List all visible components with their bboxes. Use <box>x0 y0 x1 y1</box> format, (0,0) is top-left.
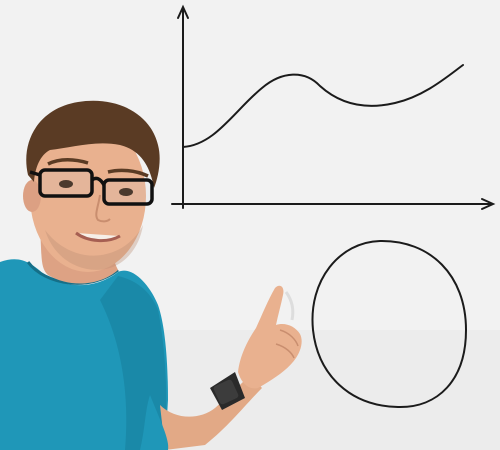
eye-right <box>119 188 133 196</box>
nose <box>95 194 111 223</box>
y-axis-arrow <box>177 4 189 19</box>
hair <box>26 100 160 188</box>
watch-face <box>213 379 239 405</box>
marker-circle <box>311 239 468 409</box>
eyebrow-left <box>47 158 89 166</box>
stubble <box>45 225 143 270</box>
watch <box>210 372 245 410</box>
ear <box>23 180 41 212</box>
x-axis-arrow <box>481 198 496 210</box>
hand <box>238 285 302 389</box>
eyebrow-right <box>107 168 149 178</box>
hand-knuckles <box>279 329 299 347</box>
eye-left <box>59 180 73 188</box>
glasses-temple <box>29 170 41 177</box>
sleeve <box>140 395 169 450</box>
marker-axes <box>171 4 496 210</box>
glasses-bridge <box>90 176 106 186</box>
mouth <box>75 231 121 242</box>
marker-curve <box>182 64 464 148</box>
finger-shadow <box>284 291 295 321</box>
hand-fingers <box>275 343 295 359</box>
